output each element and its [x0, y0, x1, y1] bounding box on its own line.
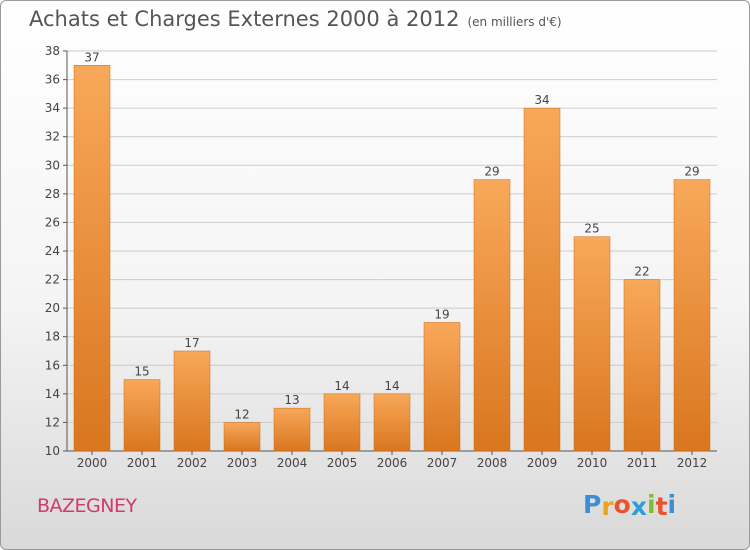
data-label: 13 [284, 393, 299, 407]
x-tick-label: 2001 [127, 456, 158, 470]
data-label: 14 [334, 379, 349, 393]
y-tick-label: 26 [45, 215, 60, 229]
y-tick-label: 20 [45, 301, 60, 315]
y-tick-label: 14 [45, 387, 60, 401]
x-tick-label: 2005 [327, 456, 358, 470]
bar-2000 [73, 65, 111, 452]
y-tick-label: 12 [45, 415, 60, 429]
bar-2005 [323, 393, 361, 452]
x-tick-label: 2006 [377, 456, 408, 470]
proxiti-logo: Proxiti [583, 490, 677, 521]
bar-2011 [623, 279, 661, 452]
logo-letter: o [613, 490, 631, 519]
x-tick-label: 2000 [77, 456, 108, 470]
data-label: 22 [634, 265, 649, 279]
y-tick-label: 16 [45, 358, 60, 372]
y-tick-label: 18 [45, 330, 60, 344]
bar-2006 [373, 393, 411, 452]
y-tick-label: 32 [45, 130, 60, 144]
bar-2009 [523, 107, 561, 452]
y-tick-label: 10 [45, 444, 60, 458]
data-label: 29 [684, 165, 699, 179]
bar-2003 [223, 422, 261, 452]
data-label: 17 [184, 336, 199, 350]
data-label: 25 [584, 222, 599, 236]
plot-area: 10 12 14 16 18 20 22 24 26 28 30 32 34 36 38 37 2000 15 20… [45, 44, 717, 470]
x-tick-label: 2012 [677, 456, 708, 470]
y-tick-label: 30 [45, 158, 60, 172]
bar-2004 [273, 407, 311, 452]
bar-2008 [473, 179, 511, 452]
data-label: 14 [384, 379, 399, 393]
x-tick-label: 2010 [577, 456, 608, 470]
chart-title: Achats et Charges Externes 2000 à 2012 (e… [29, 7, 562, 31]
data-label: 37 [84, 50, 99, 64]
y-tick-label: 38 [45, 44, 60, 58]
bar-2001 [123, 379, 161, 452]
y-tick-label: 28 [45, 187, 60, 201]
logo-letter: t [655, 492, 668, 521]
data-label: 19 [434, 307, 449, 321]
bar-2007 [423, 322, 461, 452]
x-tick-label: 2011 [627, 456, 658, 470]
bar-2010 [573, 236, 611, 452]
x-tick-label: 2007 [427, 456, 458, 470]
y-tick-label: 22 [45, 273, 60, 287]
data-label: 34 [534, 93, 549, 107]
x-tick-label: 2003 [227, 456, 258, 470]
y-tick-label: 36 [45, 73, 60, 87]
y-tick-label: 24 [45, 244, 60, 258]
logo-letter: x [630, 492, 647, 521]
x-tick-label: 2004 [277, 456, 308, 470]
data-label: 29 [484, 165, 499, 179]
logo-letter: i [667, 490, 677, 519]
x-tick-label: 2009 [527, 456, 558, 470]
x-tick-label: 2002 [177, 456, 208, 470]
x-tick-label: 2008 [477, 456, 508, 470]
chart-title-text: Achats et Charges Externes 2000 à 2012 [29, 7, 460, 31]
logo-letter: r [601, 492, 614, 521]
data-label: 15 [134, 365, 149, 379]
bar-2002 [173, 350, 211, 452]
bar-2012 [673, 179, 711, 452]
y-tick-label: 34 [45, 101, 60, 115]
commune-name: BAZEGNEY [37, 495, 137, 517]
data-label: 12 [234, 407, 249, 421]
logo-letter: i [647, 490, 656, 519]
chart-subtitle: (en milliers d'€) [467, 15, 562, 29]
logo-letter: P [583, 490, 602, 519]
